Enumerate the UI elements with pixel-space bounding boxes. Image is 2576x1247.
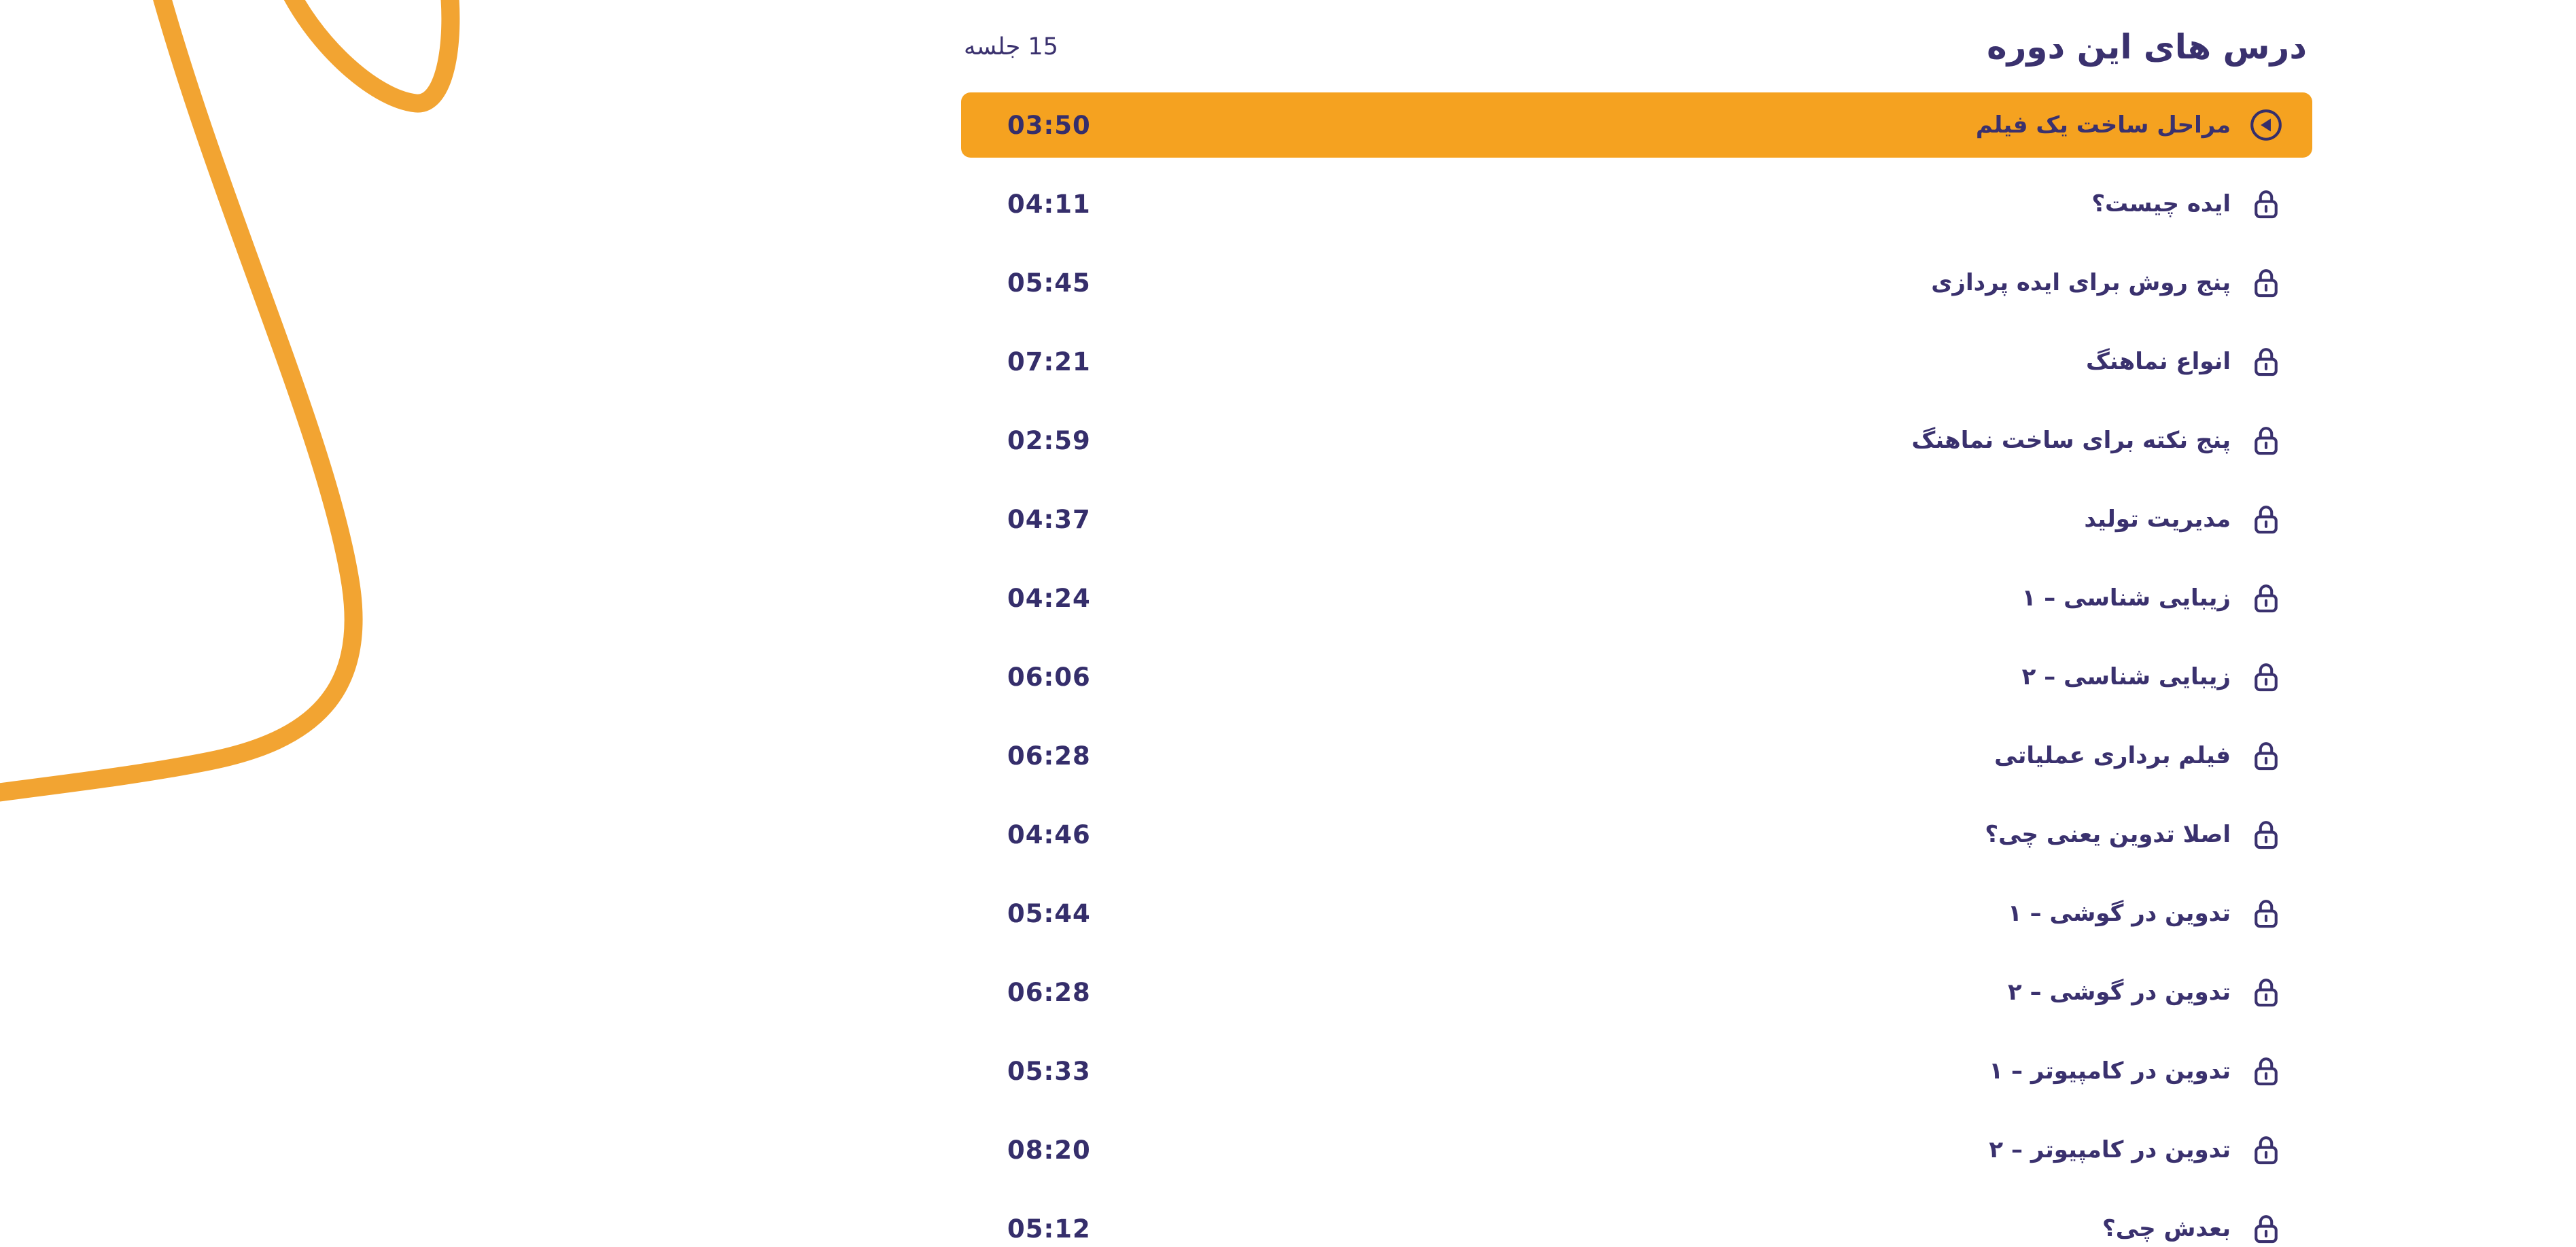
lesson-duration: 05:45 xyxy=(1007,268,1091,298)
lesson-row-8[interactable]: زیبایی شناسی – ۲ 06:06 xyxy=(961,644,2312,709)
lesson-title: ایده چیست؟ xyxy=(2091,190,2231,217)
lesson-title: تدوین در گوشی – ۱ xyxy=(2008,900,2231,927)
page-title: درس های این دوره xyxy=(1987,27,2307,67)
lesson-row-14[interactable]: تدوین در کامپیوتر – ۲ 08:20 xyxy=(961,1117,2312,1182)
lesson-title: انواع نماهنگ xyxy=(2085,348,2231,375)
lock-icon xyxy=(2248,738,2284,773)
lesson-title: زیبایی شناسی – ۲ xyxy=(2021,663,2231,690)
lesson-title: تدوین در کامپیوتر – ۱ xyxy=(1989,1057,2231,1085)
lock-icon xyxy=(2248,580,2284,616)
lock-icon xyxy=(2248,502,2284,537)
lesson-row-13[interactable]: تدوین در کامپیوتر – ۱ 05:33 xyxy=(961,1038,2312,1104)
lesson-title: بعدش چی؟ xyxy=(2102,1215,2231,1242)
lock-icon xyxy=(2248,423,2284,458)
lesson-duration: 08:20 xyxy=(1007,1135,1091,1165)
lesson-duration: 04:37 xyxy=(1007,504,1091,534)
lesson-duration: 05:12 xyxy=(1007,1214,1091,1244)
lesson-row-2[interactable]: ایده چیست؟ 04:11 xyxy=(961,171,2312,236)
lesson-row-7[interactable]: زیبایی شناسی – ۱ 04:24 xyxy=(961,565,2312,631)
lesson-duration: 05:44 xyxy=(1007,898,1091,928)
lock-icon xyxy=(2248,1132,2284,1167)
lesson-row-12[interactable]: تدوین در گوشی – ۲ 06:28 xyxy=(961,960,2312,1025)
lock-icon xyxy=(2248,659,2284,695)
lock-icon xyxy=(2248,265,2284,300)
lesson-title: پنج روش برای ایده پردازی xyxy=(1931,269,2231,296)
lesson-row-3[interactable]: پنج روش برای ایده پردازی 05:45 xyxy=(961,250,2312,315)
lesson-row-4[interactable]: انواع نماهنگ 07:21 xyxy=(961,329,2312,394)
lock-icon xyxy=(2248,344,2284,379)
lesson-duration: 04:11 xyxy=(1007,189,1091,219)
lesson-duration: 03:50 xyxy=(1007,110,1091,140)
lock-icon xyxy=(2248,186,2284,222)
lesson-title: پنج نکته برای ساخت نماهنگ xyxy=(1911,427,2231,454)
lesson-duration: 07:21 xyxy=(1007,347,1091,376)
lesson-title: تدوین در گوشی – ۲ xyxy=(2008,979,2231,1006)
session-count-label: 15 جلسه xyxy=(964,33,1058,60)
lesson-row-5[interactable]: پنج نکته برای ساخت نماهنگ 02:59 xyxy=(961,408,2312,473)
lesson-duration: 06:06 xyxy=(1007,662,1091,692)
lesson-duration: 06:28 xyxy=(1007,977,1091,1007)
lesson-list: مراحل ساخت یک فیلم 03:50 ایده چیست؟ 04:1… xyxy=(961,92,2312,1247)
lesson-title: مدیریت تولید xyxy=(2084,506,2231,533)
lesson-row-1[interactable]: مراحل ساخت یک فیلم 03:50 xyxy=(961,92,2312,158)
lesson-duration: 04:24 xyxy=(1007,583,1091,613)
course-lessons-panel: درس های این دوره 15 جلسه مراحل ساخت یک ف… xyxy=(961,27,2312,1247)
lesson-duration: 02:59 xyxy=(1007,425,1091,455)
lock-icon xyxy=(2248,1211,2284,1246)
lock-icon xyxy=(2248,817,2284,852)
lesson-row-15[interactable]: بعدش چی؟ 05:12 xyxy=(961,1196,2312,1247)
lesson-title: مراحل ساخت یک فیلم xyxy=(1975,111,2231,139)
lock-icon xyxy=(2248,896,2284,931)
play-circle-icon xyxy=(2248,107,2284,143)
panel-header: درس های این دوره 15 جلسه xyxy=(961,27,2312,67)
lock-icon xyxy=(2248,974,2284,1010)
lesson-row-9[interactable]: فیلم برداری عملیاتی 06:28 xyxy=(961,723,2312,788)
lesson-duration: 05:33 xyxy=(1007,1056,1091,1086)
lesson-duration: 06:28 xyxy=(1007,741,1091,771)
lesson-title: تدوین در کامپیوتر – ۲ xyxy=(1989,1136,2231,1163)
lesson-row-6[interactable]: مدیریت تولید 04:37 xyxy=(961,487,2312,552)
lesson-title: فیلم برداری عملیاتی xyxy=(1994,742,2231,769)
lesson-title: اصلا تدوین یعنی چی؟ xyxy=(1985,821,2231,848)
decorative-squiggle xyxy=(0,0,460,802)
lesson-row-10[interactable]: اصلا تدوین یعنی چی؟ 04:46 xyxy=(961,802,2312,867)
lock-icon xyxy=(2248,1053,2284,1089)
lesson-duration: 04:46 xyxy=(1007,820,1091,849)
lesson-row-11[interactable]: تدوین در گوشی – ۱ 05:44 xyxy=(961,881,2312,946)
lesson-title: زیبایی شناسی – ۱ xyxy=(2021,584,2231,612)
